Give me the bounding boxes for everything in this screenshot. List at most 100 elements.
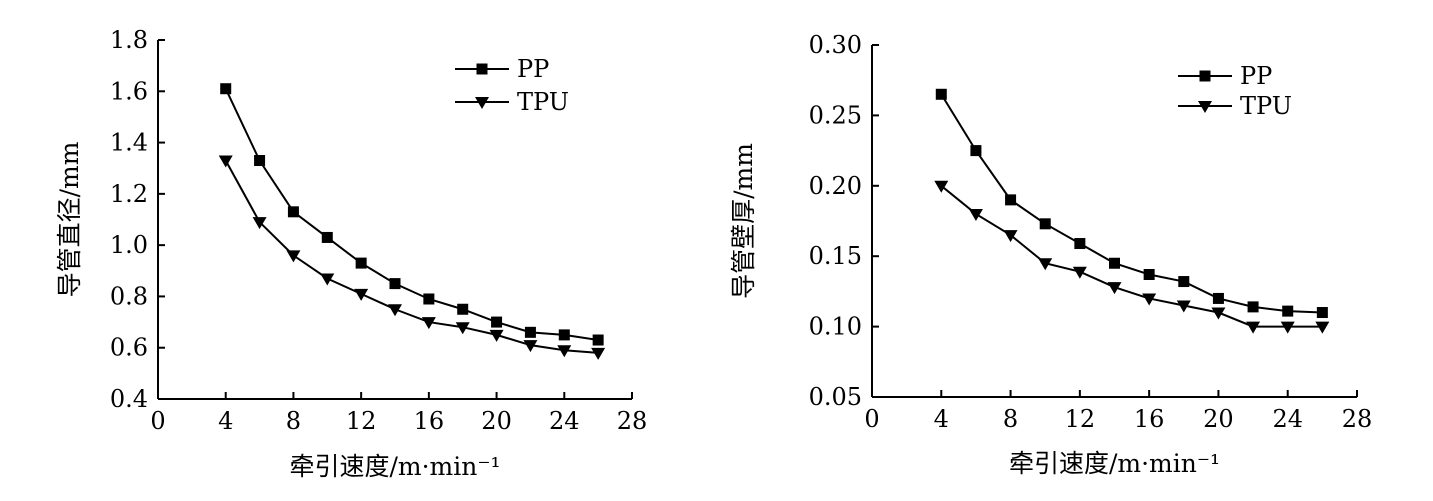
y-axis-title: 导管直径/mm <box>55 141 84 297</box>
x-tick-label: 28 <box>1342 405 1373 433</box>
x-tick-label: 20 <box>481 407 512 435</box>
data-point-tpu <box>1246 321 1261 334</box>
legend-marker <box>1199 70 1211 82</box>
series-tpu <box>218 155 606 360</box>
data-point-pp <box>1316 307 1328 319</box>
data-point-pp <box>1074 238 1086 250</box>
series-tpu <box>934 180 1330 334</box>
y-tick-label: 1.0 <box>110 231 148 259</box>
data-point-pp <box>355 257 367 269</box>
data-point-tpu <box>218 155 233 168</box>
data-point-pp <box>1212 292 1224 304</box>
y-tick-label: 0.25 <box>809 101 862 129</box>
y-tick-label: 1.2 <box>110 180 148 208</box>
series-line-tpu <box>224 160 599 354</box>
data-point-pp <box>558 329 570 341</box>
x-tick-label: 24 <box>1272 405 1303 433</box>
x-tick-label: 0 <box>864 405 879 433</box>
data-point-pp <box>220 83 232 95</box>
y-tick-label: 0.15 <box>809 242 862 270</box>
data-point-pp <box>1282 305 1294 317</box>
x-tick-label: 4 <box>218 407 233 435</box>
data-point-tpu <box>286 250 301 263</box>
legend-label-pp: PP <box>517 55 549 83</box>
data-point-tpu <box>388 304 402 317</box>
data-point-tpu <box>421 317 436 330</box>
x-tick-label: 16 <box>414 407 445 435</box>
data-point-tpu <box>455 322 470 335</box>
data-point-tpu <box>1072 266 1087 279</box>
y-tick-label: 0.10 <box>809 313 862 341</box>
data-point-tpu <box>1211 307 1226 320</box>
x-tick-label: 12 <box>1065 405 1096 433</box>
data-point-pp <box>1178 276 1190 288</box>
series-pp <box>935 88 1328 319</box>
x-axis-title: 牵引速度/m·min⁻¹ <box>289 452 500 481</box>
data-point-tpu <box>320 273 335 286</box>
series-line-pp <box>940 93 1323 314</box>
data-point-pp <box>287 206 299 218</box>
y-axis-title: 导管壁厚/mm <box>729 143 758 299</box>
data-point-pp <box>321 231 333 243</box>
data-point-tpu <box>354 288 369 301</box>
y-tick-label: 1.4 <box>110 129 148 157</box>
data-point-tpu <box>1315 321 1330 334</box>
data-point-pp <box>254 155 266 167</box>
y-tick-label: 1.6 <box>110 77 148 105</box>
data-point-pp <box>524 326 536 338</box>
x-tick-label: 8 <box>286 407 301 435</box>
y-tick-label: 0.05 <box>809 383 862 411</box>
data-point-pp <box>592 334 604 346</box>
legend-marker <box>1198 101 1212 113</box>
legend: PP TPU <box>455 55 569 116</box>
legend-label-tpu: TPU <box>1240 92 1292 120</box>
series-line-pp <box>224 88 599 342</box>
series-pp <box>220 83 604 346</box>
data-point-pp <box>970 145 982 157</box>
series-line-tpu <box>940 185 1323 328</box>
x-tick-label: 12 <box>346 407 377 435</box>
data-point-tpu <box>591 347 606 360</box>
x-tick-label: 0 <box>150 407 165 435</box>
x-tick-label: 4 <box>934 405 949 433</box>
data-point-pp <box>423 293 435 305</box>
data-point-pp <box>491 316 503 328</box>
legend-marker <box>476 63 488 75</box>
y-tick-label: 0.8 <box>110 282 148 310</box>
data-point-tpu <box>934 180 949 193</box>
x-axis-title: 牵引速度/m·min⁻¹ <box>1009 449 1220 478</box>
x-tick-label: 24 <box>549 407 580 435</box>
legend-marker <box>475 97 489 109</box>
data-point-tpu <box>1107 282 1122 295</box>
data-point-tpu <box>1142 293 1157 306</box>
x-tick-label: 8 <box>1003 405 1018 433</box>
y-tick-label: 0.20 <box>809 172 862 200</box>
legend-label-tpu: TPU <box>517 88 569 116</box>
data-point-tpu <box>1176 300 1191 313</box>
y-tick-label: 0.4 <box>110 385 148 413</box>
legend-label-pp: PP <box>1240 62 1272 90</box>
data-point-tpu <box>1003 230 1018 243</box>
y-tick-label: 0.6 <box>110 334 148 362</box>
data-point-tpu <box>1038 258 1053 271</box>
data-point-tpu <box>523 340 538 353</box>
data-point-tpu <box>557 345 572 358</box>
data-point-pp <box>389 278 401 290</box>
y-tick-label: 0.30 <box>809 31 862 59</box>
y-tick-label: 1.8 <box>110 26 148 54</box>
data-point-tpu <box>1280 321 1295 334</box>
chart-diameter: 0.4 0.6 0.8 1.0 1.2 1.4 1.6 1.8 0 4 8 12 16 20 24 28 牵引速… <box>55 26 647 481</box>
data-point-pp <box>1247 301 1259 313</box>
x-tick-label: 28 <box>617 407 648 435</box>
data-point-pp <box>1109 257 1120 269</box>
data-point-pp <box>1039 218 1051 230</box>
x-tick-label: 16 <box>1134 405 1165 433</box>
data-point-pp <box>1005 194 1017 206</box>
chart-wall-thickness: 0.05 0.10 0.15 0.20 0.25 0.30 0 4 8 12 16 20 24 28 牵引速… <box>729 31 1372 478</box>
data-point-tpu <box>489 329 504 342</box>
data-point-pp <box>1143 269 1155 281</box>
data-point-pp <box>935 88 947 100</box>
data-point-pp <box>457 303 469 315</box>
